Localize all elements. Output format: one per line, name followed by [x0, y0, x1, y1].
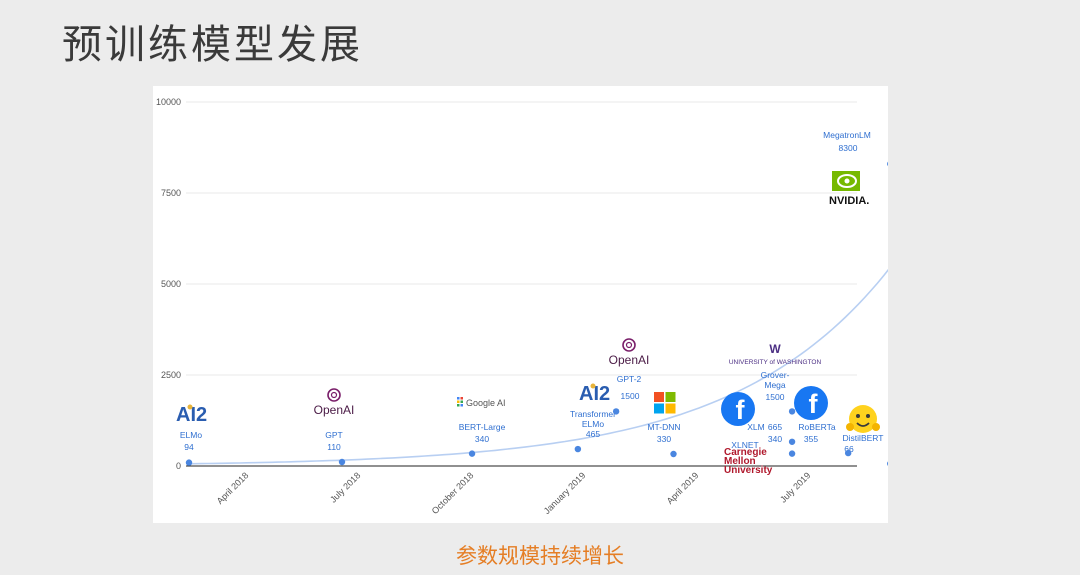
label-gpt-name: GPT — [325, 430, 342, 440]
x-tick-label: April 2019 — [665, 470, 701, 506]
svg-text:AI2: AI2 — [579, 383, 610, 405]
facebook-logo-xlm: f — [721, 392, 755, 426]
data-point-elmo — [185, 459, 193, 466]
label-transformer-elmo-name-2: ELMo — [582, 419, 604, 429]
data-point-bert-large — [468, 450, 476, 457]
svg-text:OpenAI: OpenAI — [609, 353, 650, 367]
svg-text:f: f — [809, 389, 819, 419]
data-point-gpt — [338, 458, 346, 466]
slide-title: 预训练模型发展 — [62, 22, 363, 68]
label-megatronlm-value: 8300 — [839, 143, 858, 153]
label-transformer-elmo-value: 465 — [586, 429, 600, 439]
label-roberta-value: 355 — [804, 434, 818, 444]
microsoft-logo — [654, 392, 676, 414]
label-mtdnn-name: MT-DNN — [647, 422, 680, 432]
nvidia-logo: NVIDIA. — [829, 171, 869, 207]
svg-text:OpenAI: OpenAI — [314, 403, 355, 417]
x-tick-label: October 2018 — [430, 470, 476, 516]
data-point-roberta — [844, 449, 852, 457]
data-point-grover-mega — [788, 408, 796, 415]
huggingface-logo — [846, 405, 880, 433]
data-point-gpt-2 — [612, 408, 620, 415]
uw-logo: W UNIVERSITY of WASHINGTON — [729, 342, 822, 366]
x-tick-label: April 2018 — [215, 470, 251, 506]
data-point-transformer-elmo — [574, 445, 582, 453]
svg-text:Mellon: Mellon — [724, 456, 756, 467]
data-point-distilbert — [887, 461, 888, 466]
slide-caption: 参数规模持续增长 — [456, 544, 624, 568]
label-elmo-name: ELMo — [180, 430, 202, 440]
label-grover-name-2: Mega — [764, 380, 786, 390]
trend-line — [188, 268, 888, 465]
label-gpt2-value: 1500 — [621, 391, 640, 401]
data-point-xlm — [788, 438, 796, 445]
label-distilbert-value: 66 — [844, 444, 854, 454]
data-point-megatronlm — [887, 161, 888, 167]
facebook-logo-roberta: f — [794, 386, 828, 420]
chart-panel: 0 2500 5000 7500 10000 April 2018 July 2018 Oct… — [153, 86, 888, 523]
label-roberta-name: RoBERTa — [798, 422, 835, 432]
label-grover-value: 1500 — [766, 392, 785, 402]
label-mtdnn-value: 330 — [657, 434, 671, 444]
y-tick-label: 7500 — [161, 188, 181, 198]
label-bert-name: BERT-Large — [459, 422, 506, 432]
svg-text:Carnegie: Carnegie — [724, 447, 767, 458]
openai-logo-gpt: OpenAI — [314, 388, 355, 417]
y-tick-label: 5000 — [161, 279, 181, 289]
openai-logo-gpt2: OpenAI — [609, 338, 650, 367]
label-xlnet-name: XLNET — [731, 440, 758, 450]
cmu-logo: Carnegie Mellon University — [724, 447, 773, 476]
ai2-logo-elmo: AI2 — [176, 404, 207, 426]
label-grover-name-1: Grover- — [761, 370, 790, 380]
label-distilbert-name: DistilBERT — [843, 433, 884, 443]
label-transformer-elmo-name-1: Transformer — [570, 409, 616, 419]
label-xlnet-value: 340 — [768, 434, 782, 444]
svg-text:AI2: AI2 — [176, 404, 207, 426]
svg-text:Google AI: Google AI — [466, 398, 506, 408]
svg-text:University: University — [724, 465, 773, 476]
label-megatronlm-name: MegatronLM — [823, 130, 871, 140]
x-tick-label: January 2019 — [542, 470, 588, 516]
svg-text:f: f — [736, 395, 746, 425]
data-point-xlnet — [788, 450, 796, 457]
svg-text:UNIVERSITY of WASHINGTON: UNIVERSITY of WASHINGTON — [729, 359, 822, 366]
label-gpt2-name: GPT-2 — [617, 374, 642, 384]
x-tick-label: July 2019 — [778, 470, 812, 504]
y-tick-label: 10000 — [156, 97, 181, 107]
google-ai-logo: Google AI — [457, 397, 506, 408]
x-tick-label: July 2018 — [328, 470, 362, 504]
svg-text:NVIDIA.: NVIDIA. — [829, 195, 869, 207]
svg-text:W: W — [769, 342, 781, 356]
data-point-mt-dnn — [670, 450, 677, 458]
label-xlm-name: XLM — [747, 422, 764, 432]
parameter-scale-chart: 0 2500 5000 7500 10000 April 2018 July 2018 Oct… — [156, 97, 888, 516]
label-xlm-value: 665 — [768, 422, 782, 432]
label-gpt-value: 110 — [327, 442, 341, 452]
y-tick-label: 2500 — [161, 370, 181, 380]
label-bert-value: 340 — [475, 434, 489, 444]
label-elmo-value: 94 — [184, 442, 194, 452]
y-tick-label: 0 — [176, 461, 181, 471]
ai2-logo-transformer-elmo: AI2 — [579, 383, 610, 405]
